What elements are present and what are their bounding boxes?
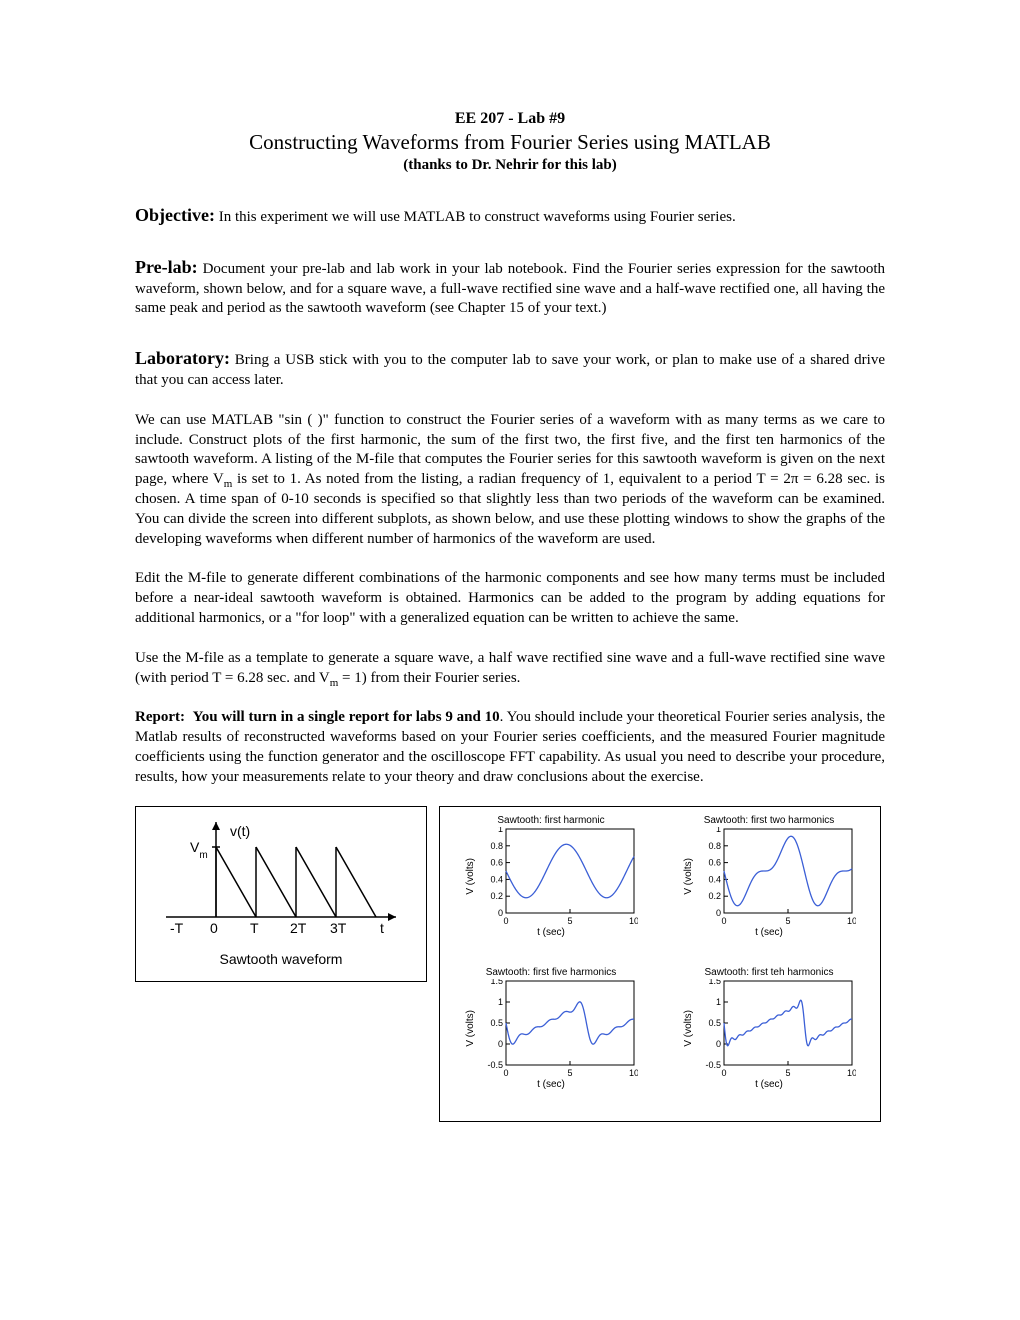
objective-text: In this experiment we will use MATLAB to… [219,209,736,225]
svg-text:-0.5: -0.5 [705,1060,721,1070]
section-prelab: Pre-lab: Document your pre-lab and lab w… [135,256,885,319]
svg-text:0.6: 0.6 [490,857,503,867]
sawtooth-diagram: v(t) Vm -T 0 T 2T 3T t Sawtooth waveform [135,806,427,982]
subplot-1-chart: 00.20.40.60.810510 [478,827,638,927]
svg-text:1.5: 1.5 [490,979,503,986]
subplot-2-xlabel: t (sec) [755,927,783,938]
svg-text:0: 0 [497,908,502,918]
svg-text:t: t [380,920,384,936]
subplot-3-title: Sawtooth: first five harmonics [486,967,617,978]
para-edit-mfile: Edit the M-file to generate different co… [135,569,885,628]
subplot-1-ylabel: V (volts) [465,858,476,895]
subplot-4-title: Sawtooth: first teh harmonics [705,967,834,978]
svg-text:0: 0 [721,1068,726,1078]
svg-text:Vm: Vm [190,839,208,861]
subplot-1: Sawtooth: first harmonic V (volts) 0 0.2 0… [446,815,656,965]
para3-post: = 1) from their Fourier series. [338,670,520,686]
svg-text:10: 10 [628,1068,637,1078]
subplot-4: Sawtooth: first teh harmonics V (volts) … [664,967,874,1117]
svg-text:T: T [250,920,259,936]
svg-text:1: 1 [497,997,502,1007]
prelab-text: Document your pre-lab and lab work in yo… [135,261,885,317]
svg-text:0: 0 [497,1039,502,1049]
svg-text:0: 0 [210,920,218,936]
matlab-plots: Sawtooth: first harmonic V (volts) 0 0.2 0… [439,806,881,1122]
svg-text:5: 5 [567,1068,572,1078]
header-course: EE 207 - Lab #9 [135,110,885,128]
subplot-1-xlabel: t (sec) [537,927,565,938]
subplot-3-xlabel: t (sec) [537,1079,565,1090]
subplot-2: Sawtooth: first two harmonics V (volts) … [664,815,874,965]
subplot-2-ylabel: V (volts) [683,858,694,895]
svg-text:v(t): v(t) [230,823,250,839]
laboratory-label: Laboratory: [135,348,230,368]
svg-text:1.5: 1.5 [708,979,721,986]
svg-text:0.8: 0.8 [490,840,503,850]
section-report: Report: You will turn in a single report… [135,708,885,787]
svg-text:0: 0 [715,908,720,918]
svg-text:0.2: 0.2 [490,891,503,901]
subplot-4-ylabel: V (volts) [683,1010,694,1047]
svg-text:10: 10 [846,1068,855,1078]
subplot-4-xlabel: t (sec) [755,1079,783,1090]
svg-text:0.4: 0.4 [708,874,721,884]
svg-text:0: 0 [503,916,508,926]
subplot-4-chart: -0.500.511.50510 [696,979,856,1079]
figures-row: v(t) Vm -T 0 T 2T 3T t Sawtooth waveform Sawtoo… [135,806,885,1122]
sawtooth-stage: v(t) Vm -T 0 T 2T 3T t [161,817,411,947]
svg-text:-T: -T [170,920,184,936]
svg-text:-0.5: -0.5 [487,1060,503,1070]
subplot-2-chart: 00.20.40.60.810510 [696,827,856,927]
header-title: Constructing Waveforms from Fourier Seri… [135,130,885,155]
para1-mid: is set to 1. As noted from the listing, … [135,471,885,546]
objective-label: Objective: [135,205,215,225]
section-laboratory: Laboratory: Bring a USB stick with you t… [135,347,885,391]
page: EE 207 - Lab #9 Constructing Waveforms f… [0,0,1020,1320]
svg-text:1: 1 [715,997,720,1007]
svg-text:0.2: 0.2 [708,891,721,901]
para3-sub: m [330,677,339,689]
subplot-3: Sawtooth: first five harmonics V (volts)… [446,967,656,1117]
sawtooth-svg: v(t) Vm -T 0 T 2T 3T t [161,817,411,947]
para-template: Use the M-file as a template to generate… [135,649,885,689]
subplot-3-chart: -0.500.511.50510 [478,979,638,1079]
svg-text:0: 0 [721,916,726,926]
svg-text:5: 5 [567,916,572,926]
svg-text:2T: 2T [290,920,307,936]
svg-text:5: 5 [785,1068,790,1078]
svg-text:0.6: 0.6 [708,857,721,867]
svg-text:0.5: 0.5 [490,1018,503,1028]
svg-text:0: 0 [715,1039,720,1049]
section-objective: Objective: In this experiment we will us… [135,204,885,228]
subplot-2-title: Sawtooth: first two harmonics [704,815,835,826]
laboratory-text: Bring a USB stick with you to the comput… [135,352,885,388]
para-matlab-intro: We can use MATLAB "sin ( )" function to … [135,411,885,550]
svg-text:0.4: 0.4 [490,874,503,884]
header-thanks: (thanks to Dr. Nehrir for this lab) [135,157,885,174]
report-bold: You will turn in a single report for lab… [193,709,500,725]
svg-text:10: 10 [846,916,855,926]
subplot-1-title: Sawtooth: first harmonic [497,815,604,826]
sawtooth-caption: Sawtooth waveform [136,951,426,967]
report-label: Report: [135,709,185,725]
svg-text:10: 10 [628,916,637,926]
svg-text:0: 0 [503,1068,508,1078]
svg-text:5: 5 [785,916,790,926]
svg-text:0.5: 0.5 [708,1018,721,1028]
svg-text:3T: 3T [330,920,347,936]
svg-text:1: 1 [715,827,720,834]
svg-text:1: 1 [497,827,502,834]
prelab-label: Pre-lab: [135,257,198,277]
subplot-3-ylabel: V (volts) [465,1010,476,1047]
svg-text:0.8: 0.8 [708,840,721,850]
